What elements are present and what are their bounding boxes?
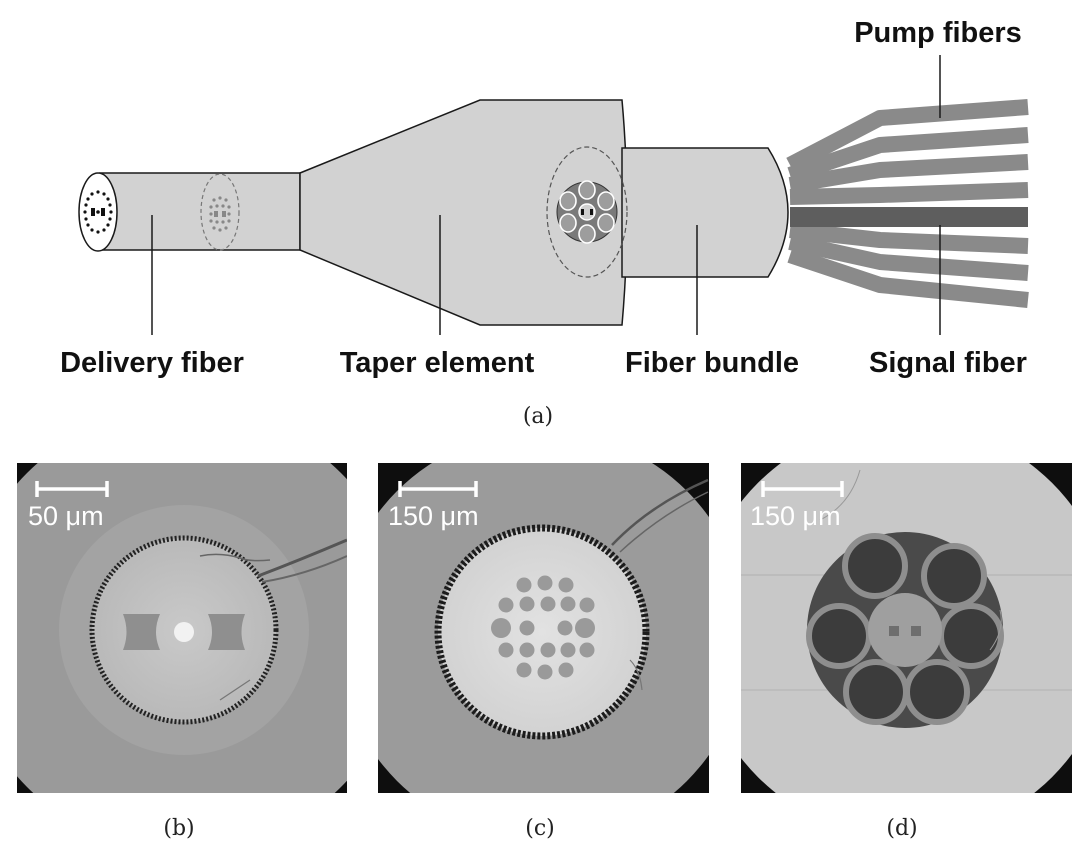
micrograph-b: [17, 463, 347, 793]
label-signal-fiber: Signal fiber: [869, 347, 1027, 379]
caption-a: (a): [523, 404, 553, 429]
scale-label-c: 150 μm: [388, 501, 479, 531]
pump-fibers: [786, 99, 1029, 308]
scale-bar-d: [761, 481, 844, 497]
label-fiber-bundle: Fiber bundle: [625, 347, 799, 379]
scale-label-b: 50 μm: [28, 501, 104, 531]
caption-c: (c): [525, 816, 555, 841]
delivery-fiber-ghost-dots: [209, 196, 231, 232]
scale-bar-b: [35, 481, 109, 497]
micrograph-d: [741, 463, 1072, 793]
fiber-bundle-body: [621, 147, 789, 278]
caption-b: (b): [163, 816, 194, 841]
micrograph-c: [378, 463, 709, 793]
delivery-fiber-end-dots: [83, 190, 113, 234]
schematic-panel: Pump fibers Delivery fiber Taper element…: [60, 17, 1029, 429]
leader-lines: [151, 55, 941, 335]
label-delivery-fiber: Delivery fiber: [60, 347, 244, 379]
scale-bar-c: [398, 481, 478, 497]
scale-label-d: 150 μm: [750, 501, 841, 531]
label-taper-element: Taper element: [340, 347, 535, 379]
bundle-cross-section-signal: [578, 203, 596, 221]
bundle-cross-section-pumps: [559, 180, 615, 244]
bundle-signal-core-marks: [581, 209, 593, 215]
micrograph-d-pump-fibers: [806, 533, 1004, 725]
taper-interface-outline: [546, 146, 628, 278]
delivery-fiber-body: [99, 172, 301, 251]
label-pump-fibers: Pump fibers: [854, 17, 1022, 49]
caption-d: (d): [886, 816, 917, 841]
delivery-fiber-splice-ghost: [200, 173, 240, 251]
micrograph-c-pump-cores: [491, 575, 595, 680]
